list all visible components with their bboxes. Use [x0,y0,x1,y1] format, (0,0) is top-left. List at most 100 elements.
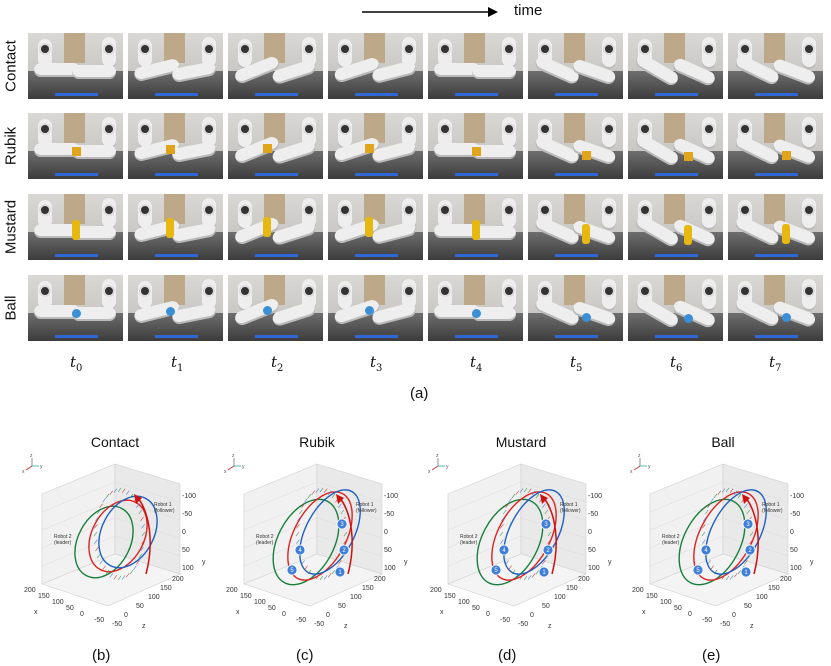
z-tick-label: 0 [326,612,330,619]
axis-gizmo: z y x [22,454,43,475]
subfigure-caption: (c) [296,647,314,664]
y-tick-label: 100 [384,565,396,572]
waypoint-marker: 4 [294,544,306,556]
svg-text:3: 3 [746,522,750,528]
y-tick-label: -100 [384,493,398,500]
waypoint-marker: 1 [740,566,752,578]
ball-object [581,312,591,322]
z-tick-label: 100 [148,594,160,601]
bottle-object [684,224,692,245]
svg-text:1: 1 [338,570,342,576]
y-tick-label: -50 [182,511,192,518]
svg-text:x: x [22,469,25,475]
waypoint-marker: 4 [700,544,712,556]
y-tick-label: 100 [790,565,802,572]
svg-text:1: 1 [542,570,546,576]
photo-mustard-t4 [428,194,523,260]
svg-text:2: 2 [546,548,550,554]
z-tick-label: 150 [160,585,172,592]
time-arrow [362,7,498,17]
cube-object [166,144,176,154]
x-tick-label: -50 [94,617,104,624]
plot-title: Mustard [495,434,547,450]
svg-text:5: 5 [696,568,700,574]
z-axis-label: z [142,623,146,630]
photo-mustard-t6 [628,194,723,260]
y-tick-label: -50 [790,511,800,518]
plot-ball: Ball z y x 1 2 3 4 5 Robot 2 (leader) Robot 1 (follo… [628,434,818,631]
z-tick-label: -50 [314,621,324,628]
z-tick-label: 150 [768,585,780,592]
waypoint-marker: 5 [692,564,704,576]
photo-rubik-t4 [428,113,523,179]
x-tick-label: 0 [688,611,692,618]
z-tick-label: 150 [566,585,578,592]
robot1-label: Robot 1 (follower) [762,502,783,514]
time-label: time [514,2,543,19]
ball-object [72,309,81,318]
y-axis-label: y [608,559,612,566]
bottle-object [782,223,791,244]
photo-rubik-t6 [628,113,723,179]
y-tick-label: 50 [790,547,798,554]
z-tick-label: 200 [172,576,184,583]
ball-object [263,305,273,315]
x-tick-label: 200 [430,587,442,594]
photo-rubik-t3 [328,113,423,179]
photo-ball-t4 [428,275,523,341]
axis-gizmo: z y x [224,454,245,475]
z-tick-label: -50 [112,621,122,628]
svg-text:2: 2 [342,548,346,554]
row-label-rubik: Rubik [2,126,20,166]
z-tick-label: -50 [518,621,528,628]
z-tick-label: 50 [136,603,144,610]
svg-text:z: z [638,454,641,459]
x-tick-label: -50 [702,617,712,624]
x-tick-label: 150 [646,593,658,600]
y-tick-label: -100 [588,493,602,500]
cube-object [72,147,81,156]
y-tick-label: -100 [790,493,804,500]
z-tick-label: 150 [362,585,374,592]
photo-rubik-t7 [728,113,823,179]
y-axis-label: y [810,559,814,566]
svg-text:x: x [630,469,633,475]
photo-contact-t2 [228,33,323,99]
y-tick-label: 50 [384,547,392,554]
x-tick-label: 0 [282,611,286,618]
robot2-label: Robot 2 (leader) [662,534,680,546]
z-tick-label: 200 [578,576,590,583]
photo-rubik-t2 [228,113,323,179]
row-label-ball: Ball [2,295,20,321]
x-tick-label: 100 [254,599,266,606]
waypoint-marker: 1 [538,566,550,578]
z-tick-label: -50 [720,621,730,628]
ball-object [472,309,481,318]
ball-object [782,312,792,322]
y-axis-label: y [202,559,206,566]
photo-contact-t4 [428,33,523,99]
photo-ball-t5 [528,275,623,341]
bottle-object [364,217,373,238]
photo-rubik-t0 [28,113,123,179]
x-tick-label: 0 [486,611,490,618]
waypoint-marker: 3 [336,518,348,530]
svg-text:x: x [428,469,431,475]
plot-title: Ball [711,434,735,450]
photo-mustard-t7 [728,194,823,260]
cube-object [782,150,792,160]
x-tick-label: 100 [52,599,64,606]
photo-contact-t6 [628,33,723,99]
photo-contact-t1 [128,33,223,99]
x-tick-label: 200 [632,587,644,594]
z-tick-label: 0 [124,612,128,619]
photo-ball-t2 [228,275,323,341]
robot1-label: Robot 1 (follower) [154,502,175,514]
robot1-label: Robot 1 (follower) [560,502,581,514]
z-tick-label: 100 [350,594,362,601]
time-step-label: t4 [470,353,483,374]
x-tick-label: 150 [444,593,456,600]
y-tick-label: 0 [790,529,794,536]
x-tick-label: 50 [674,605,682,612]
cube-object [581,150,591,160]
